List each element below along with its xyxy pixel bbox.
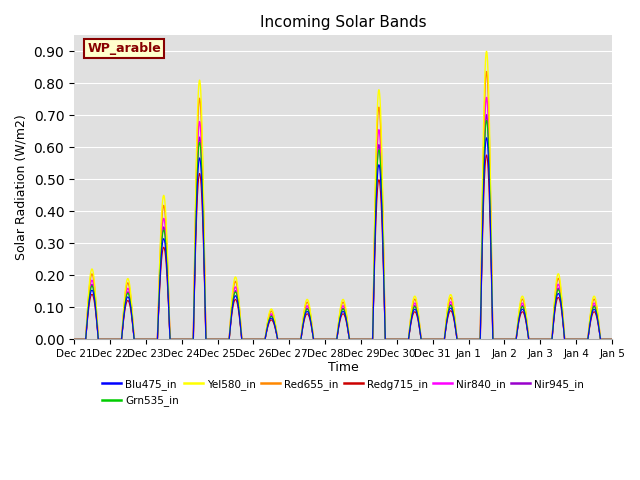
Nir840_in: [167, 336, 175, 342]
Nir945_in: [434, 336, 442, 342]
Redg715_in: [167, 336, 175, 342]
Grn535_in: [70, 336, 78, 342]
Red655_in: [494, 336, 502, 342]
Redg715_in: [608, 336, 616, 342]
Line: Yel580_in: Yel580_in: [74, 51, 612, 339]
Yel580_in: [494, 336, 502, 342]
Yel580_in: [607, 336, 615, 342]
Grn535_in: [323, 336, 331, 342]
Red655_in: [463, 336, 471, 342]
Red655_in: [607, 336, 615, 342]
Blu475_in: [323, 336, 331, 342]
Redg715_in: [323, 336, 331, 342]
Yel580_in: [167, 336, 175, 342]
Red655_in: [167, 336, 175, 342]
Blu475_in: [494, 336, 502, 342]
Blu475_in: [463, 336, 471, 342]
Yel580_in: [323, 336, 331, 342]
Nir945_in: [167, 336, 175, 342]
Blu475_in: [434, 336, 442, 342]
Redg715_in: [463, 336, 471, 342]
Legend: Blu475_in, Grn535_in, Yel580_in, Red655_in, Redg715_in, Nir840_in, Nir945_in: Blu475_in, Grn535_in, Yel580_in, Red655_…: [99, 375, 588, 410]
Line: Grn535_in: Grn535_in: [74, 120, 612, 339]
Redg715_in: [494, 336, 502, 342]
Y-axis label: Solar Radiation (W/m2): Solar Radiation (W/m2): [15, 115, 28, 260]
Nir840_in: [483, 95, 490, 100]
Blu475_in: [167, 336, 175, 342]
Redg715_in: [434, 336, 442, 342]
Red655_in: [70, 336, 78, 342]
Grn535_in: [167, 336, 175, 342]
Nir840_in: [323, 336, 331, 342]
Line: Blu475_in: Blu475_in: [74, 138, 612, 339]
Grn535_in: [434, 336, 442, 342]
Blu475_in: [607, 336, 615, 342]
Grn535_in: [494, 336, 502, 342]
Yel580_in: [434, 336, 442, 342]
Line: Red655_in: Red655_in: [74, 72, 612, 339]
Grn535_in: [483, 118, 490, 123]
Nir945_in: [608, 336, 616, 342]
Line: Redg715_in: Redg715_in: [74, 155, 612, 339]
Blu475_in: [70, 336, 78, 342]
Red655_in: [323, 336, 331, 342]
Nir840_in: [608, 336, 616, 342]
Red655_in: [483, 69, 490, 74]
Nir840_in: [607, 336, 615, 342]
Nir945_in: [483, 112, 490, 118]
Nir840_in: [463, 336, 471, 342]
Nir945_in: [323, 336, 331, 342]
Nir945_in: [607, 336, 615, 342]
Line: Nir945_in: Nir945_in: [74, 115, 612, 339]
Nir840_in: [70, 336, 78, 342]
Nir840_in: [494, 336, 502, 342]
Yel580_in: [608, 336, 616, 342]
Nir945_in: [494, 336, 502, 342]
Grn535_in: [463, 336, 471, 342]
Blu475_in: [608, 336, 616, 342]
Redg715_in: [607, 336, 615, 342]
Blu475_in: [483, 135, 490, 141]
Red655_in: [434, 336, 442, 342]
Yel580_in: [483, 48, 490, 54]
Nir945_in: [463, 336, 471, 342]
Red655_in: [608, 336, 616, 342]
Grn535_in: [607, 336, 615, 342]
Redg715_in: [483, 152, 490, 158]
Grn535_in: [608, 336, 616, 342]
Yel580_in: [70, 336, 78, 342]
X-axis label: Time: Time: [328, 360, 358, 373]
Nir840_in: [434, 336, 442, 342]
Yel580_in: [463, 336, 471, 342]
Text: WP_arable: WP_arable: [88, 42, 161, 55]
Title: Incoming Solar Bands: Incoming Solar Bands: [260, 15, 426, 30]
Redg715_in: [70, 336, 78, 342]
Nir945_in: [70, 336, 78, 342]
Line: Nir840_in: Nir840_in: [74, 97, 612, 339]
